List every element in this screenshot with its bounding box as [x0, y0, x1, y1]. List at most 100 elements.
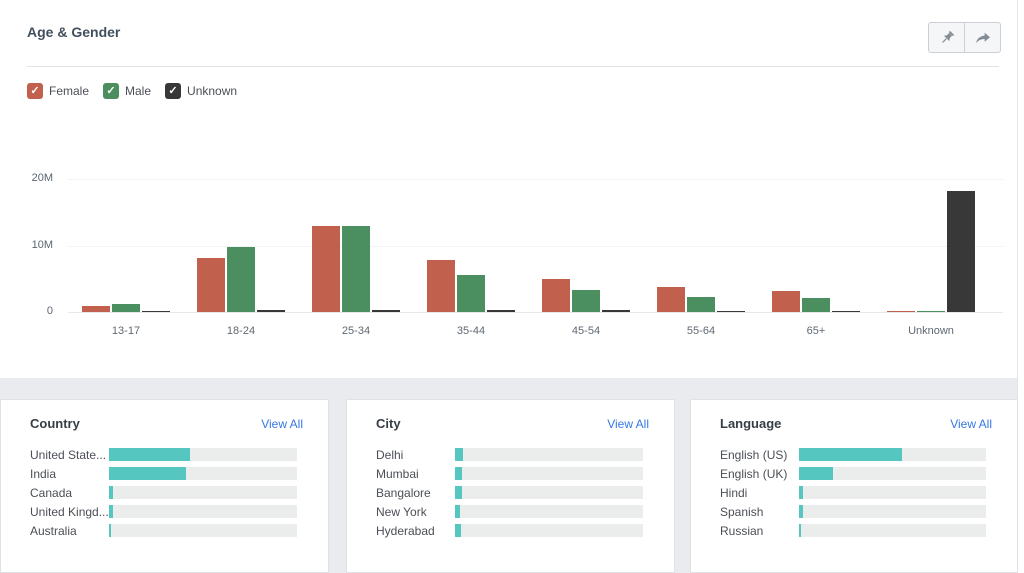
view-all-link[interactable]: View All [261, 417, 303, 431]
bar-female-unknown [887, 311, 915, 312]
bar-female-13-17 [82, 306, 110, 312]
share-arrow-icon [975, 32, 990, 43]
bar-male-25-34 [342, 226, 370, 312]
stat-row-english-us-: English (US) [720, 448, 986, 462]
bar-group-unknown [887, 191, 975, 312]
stat-row-label: United State... [30, 447, 107, 462]
stat-bar-fill [455, 524, 461, 537]
bar-female-45-54 [542, 279, 570, 312]
bar-unknown-65+ [832, 311, 860, 312]
panel-title: Age & Gender [27, 24, 121, 40]
stat-bar-track [109, 505, 297, 518]
stat-bar-track [455, 524, 643, 537]
bar-male-13-17 [112, 304, 140, 312]
view-all-link[interactable]: View All [950, 417, 992, 431]
bar-unknown-35-44 [487, 310, 515, 312]
view-all-link[interactable]: View All [607, 417, 649, 431]
x-tick-13-17: 13-17 [111, 325, 141, 337]
stat-row-delhi: Delhi [376, 447, 643, 462]
stat-row-label: Mumbai [376, 466, 419, 481]
x-tick-18-24: 18-24 [226, 325, 256, 337]
country-card: Country View All United State... India Can… [0, 399, 329, 573]
stat-row-australia: Australia [30, 524, 297, 538]
stat-row-hyderabad: Hyderabad [376, 523, 643, 538]
stat-bar-track [109, 486, 297, 499]
stat-row-label: Bangalore [376, 485, 431, 500]
stat-bar-track [109, 467, 297, 480]
bar-male-45-54 [572, 290, 600, 312]
legend-item-female[interactable]: ✓ Female [27, 83, 89, 99]
bar-group-55-64 [657, 287, 745, 312]
card-header: Language View All [691, 400, 1017, 431]
stat-bar-track [109, 448, 297, 461]
bar-group-18-24 [197, 247, 285, 312]
stat-row-india: India [30, 466, 297, 481]
stat-row-label: English (UK) [720, 466, 788, 481]
bar-female-25-34 [312, 226, 340, 312]
stat-row-united-state-: United State... [30, 447, 297, 462]
age-gender-panel: Age & Gender ✓ Female ✓ Male ✓ Unknown 0 10M 20… [27, 0, 1018, 378]
city-card: City View All Delhi Mumbai Bangalore New Yo… [346, 399, 675, 573]
bar-unknown-25-34 [372, 310, 400, 312]
bar-male-35-44 [457, 275, 485, 312]
bar-male-unknown [917, 311, 945, 312]
stat-row-label: India [30, 466, 57, 481]
stat-row-spanish: Spanish [720, 505, 986, 519]
stat-row-hindi: Hindi [720, 485, 986, 500]
legend-label-male: Male [125, 84, 152, 98]
stat-bar-fill [109, 486, 113, 499]
y-tick-20M: 20M [31, 172, 53, 184]
age-gender-chart: 13-17 18-24 25-34 35-44 45-54 55-64 65+ Unknown [68, 179, 1003, 337]
gridline-10M [68, 245, 1003, 247]
country-rows: United State... India Canada United Kingd..… [1, 447, 328, 538]
y-tick-0: 0 [46, 305, 53, 317]
stat-bar-track [799, 524, 986, 537]
card-title: Language [720, 416, 782, 431]
gridline-20M [68, 179, 1003, 180]
checkbox-female[interactable]: ✓ [27, 83, 43, 99]
bar-group-65+ [772, 291, 860, 312]
stat-bar-track [109, 524, 297, 537]
stat-row-new-york: New York [376, 504, 643, 519]
bar-female-35-44 [427, 260, 455, 312]
stat-bar-track [455, 486, 643, 499]
legend-item-unknown[interactable]: ✓ Unknown [165, 83, 237, 99]
bar-female-65+ [772, 291, 800, 312]
stat-row-label: Delhi [376, 447, 404, 462]
bar-group-13-17 [82, 304, 170, 312]
stat-bar-fill [455, 467, 462, 480]
checkbox-unknown[interactable]: ✓ [165, 83, 182, 99]
stat-bar-track [455, 467, 643, 480]
stat-bar-fill [455, 486, 462, 499]
stat-bar-fill [109, 467, 187, 480]
pin-button[interactable] [928, 22, 965, 53]
stat-bar-fill [799, 486, 803, 499]
header-divider [27, 66, 999, 67]
stat-row-label: Hyderabad [376, 523, 435, 538]
stat-row-russian: Russian [720, 524, 986, 538]
x-tick-unknown: Unknown [908, 325, 954, 337]
stat-row-bangalore: Bangalore [376, 485, 643, 500]
stat-bar-track [455, 448, 643, 461]
stat-bar-fill [109, 524, 111, 537]
bar-male-65+ [802, 298, 830, 312]
legend-item-male[interactable]: ✓ Male [103, 83, 151, 99]
stat-row-label: Hindi [720, 485, 748, 500]
panel-toolbar [928, 22, 1001, 53]
x-tick-25-34: 25-34 [341, 325, 371, 337]
stat-row-label: New York [376, 504, 427, 519]
pushpin-icon [941, 30, 954, 43]
bar-unknown-45-54 [602, 310, 630, 312]
bar-male-18-24 [227, 247, 255, 312]
bar-female-18-24 [197, 258, 225, 312]
stat-row-canada: Canada [30, 486, 297, 500]
stat-bar-fill [799, 448, 902, 461]
stat-bar-fill [799, 467, 833, 480]
checkbox-male[interactable]: ✓ [103, 83, 120, 99]
bar-unknown-18-24 [257, 310, 285, 312]
share-button[interactable] [964, 22, 1001, 53]
stat-bar-fill [109, 448, 190, 461]
stat-bar-track [799, 505, 986, 518]
bar-unknown-13-17 [142, 311, 170, 312]
stat-bar-fill [799, 505, 803, 518]
